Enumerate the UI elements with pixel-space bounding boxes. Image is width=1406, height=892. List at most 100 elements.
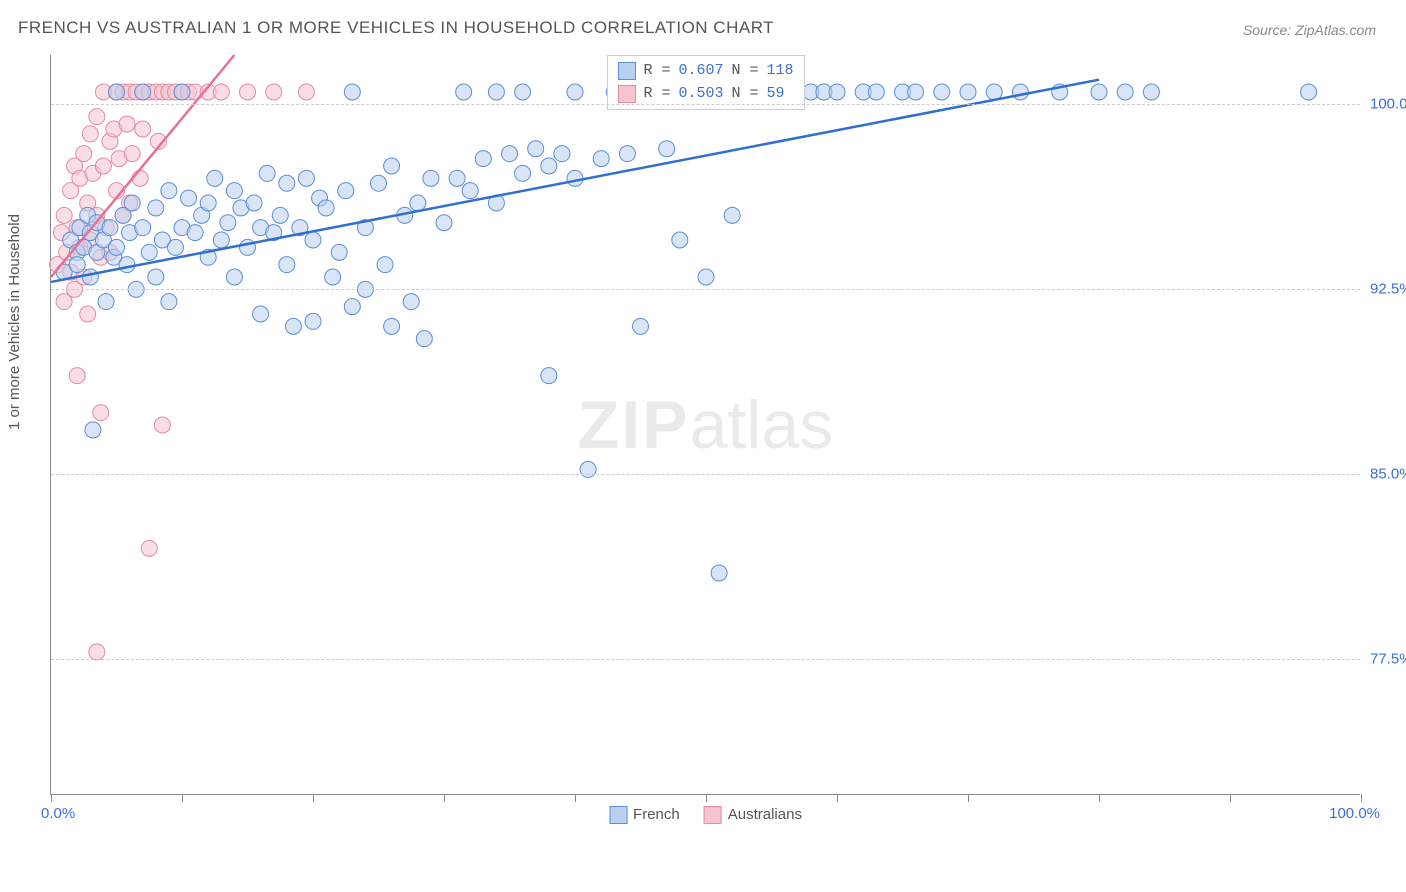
stat-r-label: R = xyxy=(643,83,670,106)
data-point xyxy=(89,644,105,660)
data-point xyxy=(403,294,419,310)
data-point xyxy=(672,232,688,248)
legend-swatch xyxy=(617,85,635,103)
data-point xyxy=(279,175,295,191)
data-point xyxy=(1301,84,1317,100)
data-point xyxy=(868,84,884,100)
x-tick xyxy=(182,794,183,802)
legend-bottom: French Australians xyxy=(609,806,802,824)
data-point xyxy=(69,368,85,384)
data-point xyxy=(213,84,229,100)
data-point xyxy=(659,141,675,157)
data-point xyxy=(266,84,282,100)
grid-line xyxy=(51,289,1360,290)
data-point xyxy=(167,239,183,255)
x-tick xyxy=(444,794,445,802)
data-point xyxy=(410,195,426,211)
data-point xyxy=(148,200,164,216)
data-point xyxy=(76,146,92,162)
data-point xyxy=(541,368,557,384)
data-point xyxy=(226,269,242,285)
data-point xyxy=(305,313,321,329)
data-point xyxy=(187,225,203,241)
data-point xyxy=(619,146,635,162)
data-point xyxy=(298,170,314,186)
data-point xyxy=(135,121,151,137)
legend-swatch xyxy=(609,806,627,824)
data-point xyxy=(141,540,157,556)
data-point xyxy=(174,84,190,100)
data-point xyxy=(89,109,105,125)
data-point xyxy=(416,331,432,347)
y-tick-label: 100.0% xyxy=(1370,96,1406,113)
x-tick xyxy=(706,794,707,802)
data-point xyxy=(109,84,125,100)
chart-title: FRENCH VS AUSTRALIAN 1 OR MORE VEHICLES … xyxy=(18,18,774,38)
data-point xyxy=(56,207,72,223)
data-point xyxy=(384,318,400,334)
data-point xyxy=(541,158,557,174)
data-point xyxy=(305,232,321,248)
legend-label: French xyxy=(633,806,680,823)
data-point xyxy=(593,151,609,167)
data-point xyxy=(488,84,504,100)
data-point xyxy=(423,170,439,186)
data-point xyxy=(436,215,452,231)
data-point xyxy=(246,195,262,211)
data-point xyxy=(226,183,242,199)
legend-swatch xyxy=(617,62,635,80)
x-axis-max-label: 100.0% xyxy=(1329,805,1380,822)
y-tick-label: 77.5% xyxy=(1370,651,1406,668)
data-point xyxy=(502,146,518,162)
data-point xyxy=(528,141,544,157)
data-point xyxy=(456,84,472,100)
data-point xyxy=(698,269,714,285)
data-point xyxy=(934,84,950,100)
data-point xyxy=(384,158,400,174)
x-tick xyxy=(837,794,838,802)
data-point xyxy=(102,220,118,236)
data-point xyxy=(344,84,360,100)
data-point xyxy=(567,84,583,100)
data-point xyxy=(515,84,531,100)
data-point xyxy=(148,269,164,285)
x-tick xyxy=(1361,794,1362,802)
data-point xyxy=(109,239,125,255)
data-point xyxy=(259,165,275,181)
y-tick-label: 92.5% xyxy=(1370,281,1406,298)
x-axis-min-label: 0.0% xyxy=(41,805,75,822)
data-point xyxy=(93,405,109,421)
data-point xyxy=(1143,84,1159,100)
data-point xyxy=(161,183,177,199)
data-point xyxy=(220,215,236,231)
data-point xyxy=(132,170,148,186)
x-tick xyxy=(1099,794,1100,802)
data-point xyxy=(960,84,976,100)
data-point xyxy=(633,318,649,334)
y-tick-label: 85.0% xyxy=(1370,466,1406,483)
data-point xyxy=(124,146,140,162)
data-point xyxy=(298,84,314,100)
legend-label: Australians xyxy=(728,806,802,823)
data-point xyxy=(141,244,157,260)
stat-n-label: N = xyxy=(732,83,759,106)
data-point xyxy=(124,195,140,211)
data-point xyxy=(449,170,465,186)
legend-swatch xyxy=(704,806,722,824)
legend-item: French xyxy=(609,806,680,824)
data-point xyxy=(279,257,295,273)
source-attribution: Source: ZipAtlas.com xyxy=(1243,22,1376,38)
data-point xyxy=(213,232,229,248)
data-point xyxy=(80,306,96,322)
data-point xyxy=(135,220,151,236)
stat-r-label: R = xyxy=(643,60,670,83)
data-point xyxy=(829,84,845,100)
x-tick xyxy=(313,794,314,802)
data-point xyxy=(95,158,111,174)
x-tick xyxy=(575,794,576,802)
data-point xyxy=(272,207,288,223)
data-point xyxy=(554,146,570,162)
data-point xyxy=(207,170,223,186)
data-point xyxy=(240,84,256,100)
data-point xyxy=(515,165,531,181)
